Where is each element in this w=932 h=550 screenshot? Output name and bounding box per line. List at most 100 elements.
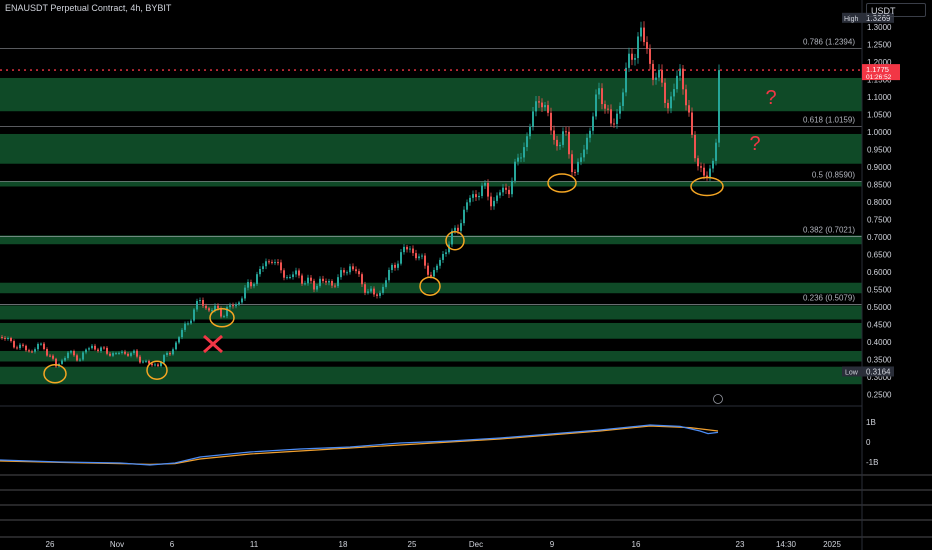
time-tick-label: 6 <box>170 540 175 549</box>
candle-body <box>100 347 102 352</box>
candle-body <box>319 278 321 286</box>
candle-body <box>274 262 276 264</box>
candle-body <box>304 283 306 285</box>
candle-body <box>553 130 555 140</box>
candle-body <box>514 161 516 181</box>
candle-body <box>478 196 480 198</box>
candle-body <box>613 123 615 125</box>
low-value-tag <box>862 366 894 377</box>
price-tick-label: 1.1500 <box>867 76 892 85</box>
price-tick-label: 1.3000 <box>867 23 892 32</box>
time-tick-label: 14:30 <box>776 540 797 549</box>
candle-body <box>43 343 45 350</box>
candle-body <box>1 336 3 338</box>
candle-body <box>94 345 96 350</box>
candle-body <box>373 288 375 295</box>
candle-body <box>424 255 426 266</box>
swing-low-marker <box>209 307 235 328</box>
x-stroke <box>203 334 223 354</box>
time-tick-label: 9 <box>550 540 555 549</box>
price-tick-label: 1.1000 <box>867 93 892 102</box>
candle-body <box>256 274 258 285</box>
candle-body <box>337 277 339 287</box>
candle-body <box>580 157 582 162</box>
candle-body <box>97 349 99 352</box>
candle-body <box>517 157 519 162</box>
candle-body <box>271 261 273 263</box>
candle-body <box>370 288 372 292</box>
candle-body <box>670 96 672 109</box>
price-tick-label: 0.8500 <box>867 181 892 190</box>
price-tick-label: 0.6000 <box>867 268 892 277</box>
candle-body <box>190 320 192 324</box>
price-tick-label: 1.0500 <box>867 111 892 120</box>
price-tick-label: 1.2000 <box>867 58 892 67</box>
demand-zone <box>0 133 862 164</box>
demand-zone <box>0 235 862 245</box>
candle-body <box>25 345 27 351</box>
candle-body <box>196 300 198 310</box>
candle-body <box>79 359 81 361</box>
candle-body <box>316 285 318 290</box>
candle-body <box>19 344 21 349</box>
candle-body <box>85 349 87 353</box>
candle-body <box>571 154 573 173</box>
candle-body <box>391 264 393 270</box>
fib-level-label: 0.786 (1.2394) <box>803 37 855 46</box>
candle-body <box>490 196 492 207</box>
candle-body <box>151 363 153 366</box>
candle-body <box>703 167 705 176</box>
candle-body <box>289 277 291 279</box>
price-tick-label: 1.0000 <box>867 128 892 137</box>
candle-body <box>355 269 357 272</box>
candle-body <box>334 285 336 287</box>
candle-body <box>598 88 600 95</box>
candle-body <box>121 351 123 353</box>
time-tick-label: Dec <box>469 540 483 549</box>
candle-body <box>16 347 18 349</box>
candle-body <box>10 338 12 342</box>
candle-body <box>193 309 195 321</box>
candle-body <box>541 102 543 108</box>
candle-body <box>589 130 591 138</box>
candle-body <box>565 131 567 133</box>
candle-body <box>37 343 39 350</box>
candle-body <box>718 70 720 143</box>
candle-body <box>487 182 489 197</box>
candle-body <box>310 277 312 281</box>
candle-body <box>472 194 474 198</box>
time-tick-label: 16 <box>632 540 641 549</box>
oscillator-slow-line <box>0 425 719 466</box>
candle-body <box>559 144 561 147</box>
price-tick-label: 0.3000 <box>867 373 892 382</box>
candle-body <box>481 185 483 197</box>
candle-body <box>457 227 459 231</box>
price-tick-label: 0.6500 <box>867 251 892 260</box>
price-tick-label: 0.9000 <box>867 163 892 172</box>
candle-body <box>604 104 606 109</box>
candle-body <box>181 329 183 338</box>
candle-body <box>499 192 501 196</box>
candle-body <box>55 358 57 367</box>
candle-body <box>574 172 576 174</box>
candle-body <box>535 101 537 112</box>
candle-body <box>295 270 297 275</box>
candle-body <box>526 136 528 148</box>
candle-body <box>496 195 498 201</box>
high-label: High <box>844 16 859 23</box>
candle-body <box>421 255 423 257</box>
candle-body <box>292 274 294 278</box>
candle-body <box>379 292 381 296</box>
candle-body <box>331 281 333 286</box>
candle-body <box>664 82 666 103</box>
demand-zone <box>0 305 862 320</box>
swing-low-marker <box>690 176 724 197</box>
candle-body <box>427 265 429 275</box>
candle-body <box>253 284 255 287</box>
currency-button[interactable]: USDT <box>866 3 926 17</box>
candle-body <box>82 352 84 360</box>
time-tick-label: 23 <box>736 540 745 549</box>
candle-body <box>643 27 645 43</box>
candle-body <box>493 200 495 207</box>
